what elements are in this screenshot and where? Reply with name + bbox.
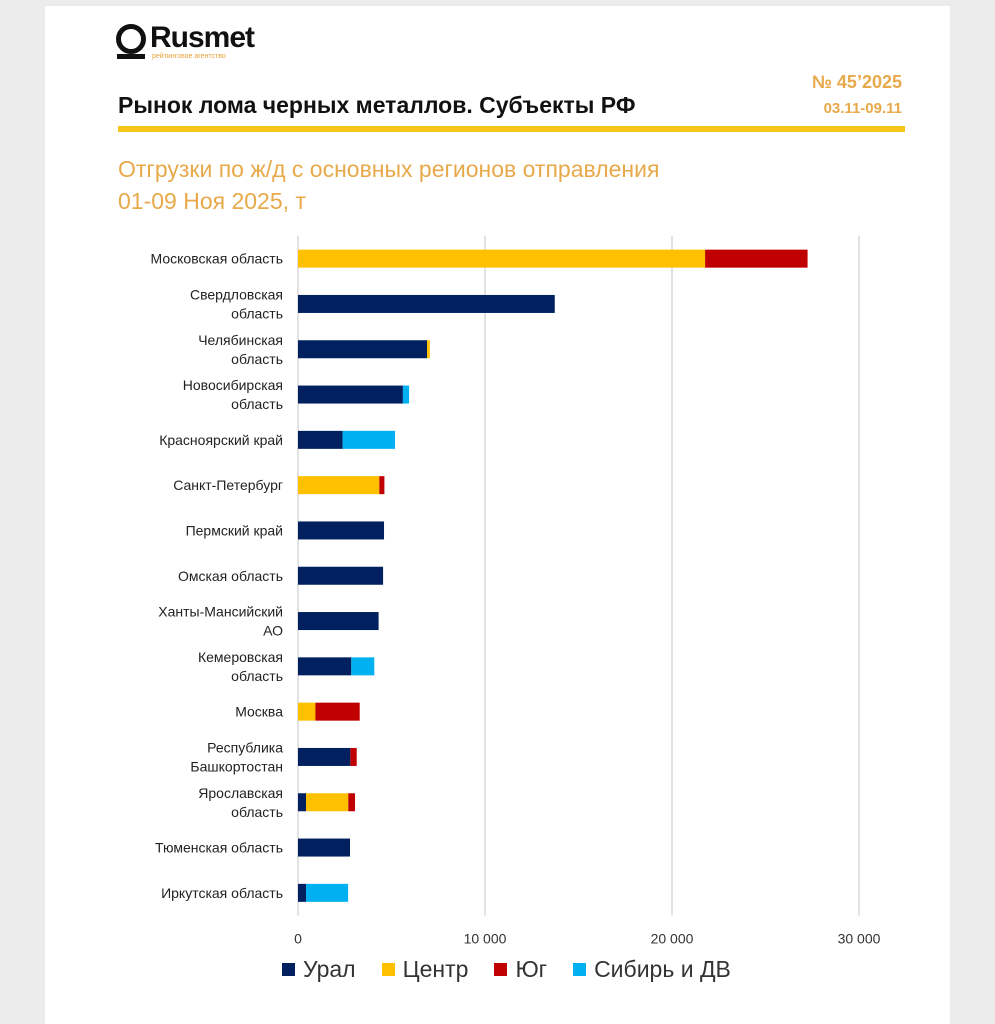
- bar-segment: [298, 249, 706, 268]
- legend-item-center: Центр: [381, 956, 469, 983]
- chart-subtitle: 01-09 Ноя 2025, т: [118, 188, 306, 214]
- category-label: Тюменская область: [155, 840, 283, 856]
- category-label: Иркутская область: [161, 885, 283, 901]
- legend-swatch: [573, 963, 587, 976]
- x-tick-label: 20 000: [651, 931, 694, 947]
- bar-segment: [306, 883, 349, 902]
- bar-segment: [298, 476, 380, 495]
- x-tick-label: 0: [294, 931, 302, 947]
- legend-swatch: [381, 963, 395, 976]
- category-label: Москва: [235, 704, 283, 720]
- bar-segment: [342, 430, 396, 449]
- bar-segment: [427, 340, 430, 359]
- bar-segment: [298, 430, 343, 449]
- legend-swatch: [494, 963, 508, 976]
- category-label: Ханты-Мансийский АО: [158, 604, 283, 639]
- bar-segment: [298, 883, 307, 902]
- category-label: Московская область: [151, 251, 283, 267]
- bar-segment: [298, 385, 403, 404]
- category-label: Свердловская область: [190, 286, 283, 321]
- legend-label: Сибирь и ДВ: [594, 956, 731, 982]
- bar-segment: [298, 521, 385, 540]
- legend-item-south: Юг: [494, 956, 547, 983]
- category-label: Пермский край: [186, 522, 283, 538]
- x-tick-label: 30 000: [838, 931, 881, 947]
- bar-segment: [350, 747, 357, 766]
- rusmet-logo: Rusmet рейтинговое агентство: [116, 21, 255, 60]
- x-tick-label: 10 000: [464, 931, 507, 947]
- issue-dates: 03.11-09.11: [823, 100, 902, 117]
- report-title: Рынок лома черных металлов. Субъекты РФ: [118, 92, 636, 118]
- bar-segment: [379, 476, 385, 495]
- chart-title-block: Отгрузки по ж/д с основных регионов отпр…: [118, 153, 659, 217]
- bar-segment: [705, 249, 808, 268]
- category-label: Санкт-Петербург: [173, 477, 283, 493]
- legend-label: Юг: [515, 956, 548, 982]
- bar-segment: [315, 702, 360, 721]
- bar-segment: [298, 702, 316, 721]
- category-label: Республика Башкортостан: [190, 739, 283, 774]
- category-label: Омская область: [178, 568, 283, 584]
- logo-text: Rusmet: [150, 21, 255, 54]
- legend-item-ural: Урал: [282, 956, 356, 983]
- category-label: Ярославская область: [198, 785, 283, 820]
- bar-segment: [351, 657, 375, 676]
- bar-segment: [298, 294, 555, 313]
- bar-segment: [298, 838, 350, 857]
- category-label: Красноярский край: [159, 432, 283, 448]
- bar-segment: [298, 793, 307, 812]
- bar-segment: [348, 793, 356, 812]
- issue-number: № 45’2025: [811, 72, 902, 92]
- bar-segment: [306, 793, 349, 812]
- bar-segment: [298, 340, 428, 359]
- legend-label: Урал: [303, 956, 356, 982]
- bar-segment: [402, 385, 410, 404]
- legend-item-siberia: Сибирь и ДВ: [573, 956, 731, 983]
- report-page: [45, 6, 950, 1024]
- logo-mark-icon: [116, 22, 146, 59]
- legend-swatch: [282, 963, 295, 976]
- logo-subtitle: рейтинговое агентство: [152, 53, 226, 60]
- bar-segment: [298, 657, 352, 676]
- category-label: Челябинская область: [198, 332, 283, 367]
- legend-label: Центр: [402, 956, 469, 982]
- bar-segment: [298, 566, 384, 585]
- category-label: Кемеровская область: [198, 649, 283, 684]
- bar-segment: [298, 747, 351, 766]
- category-label: Новосибирская область: [183, 377, 283, 412]
- header-divider: [118, 126, 905, 132]
- chart-title: Отгрузки по ж/д с основных регионов отпр…: [118, 156, 660, 182]
- bar-segment: [298, 612, 379, 631]
- chart-legend: Урал Центр Юг Сибирь и ДВ: [282, 956, 731, 983]
